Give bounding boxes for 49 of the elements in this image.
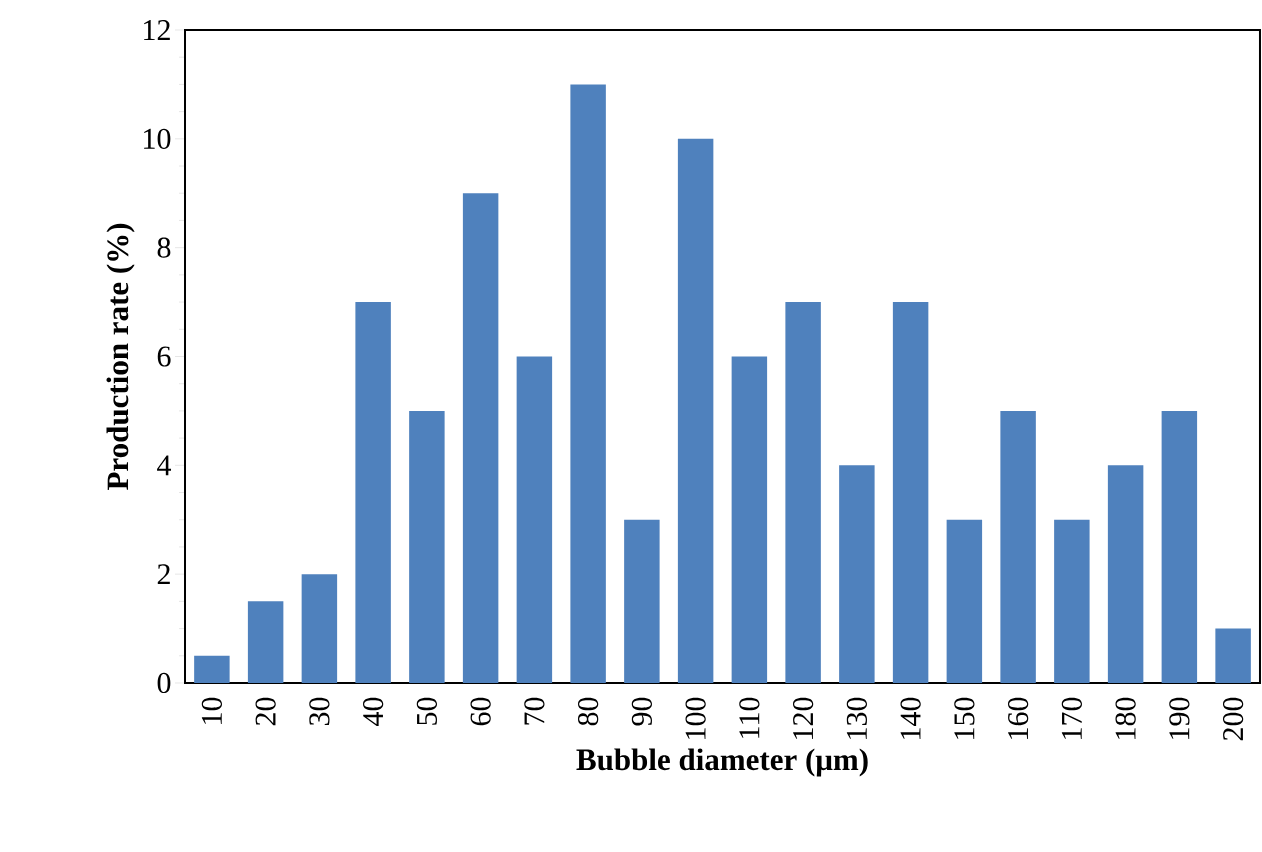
y-tick-label: 8 — [157, 237, 171, 258]
x-tick-label: 120 — [793, 697, 814, 739]
bar — [516, 356, 553, 683]
x-tick-label: 140 — [900, 697, 921, 739]
x-tick-label: 190 — [1169, 697, 1190, 739]
x-tick-label: 30 — [309, 697, 330, 726]
x-tick-label: 90 — [631, 697, 652, 726]
bar — [624, 519, 660, 683]
y-tick-label: 2 — [157, 564, 170, 585]
x-tick-label: 70 — [524, 697, 545, 725]
y-tick-label: 0 — [157, 672, 171, 694]
bar — [409, 410, 445, 683]
y-tick-label: 10 — [144, 128, 171, 149]
x-tick-label: 110 — [739, 697, 760, 738]
y-axis-title: Production rate (%) — [106, 223, 135, 490]
bar — [1215, 628, 1251, 683]
x-tick-label: 80 — [578, 697, 599, 726]
bar — [355, 302, 391, 683]
y-tick-label: 12 — [144, 20, 170, 40]
bar — [731, 356, 768, 683]
x-tick-label: 100 — [685, 697, 706, 739]
bar — [570, 84, 606, 683]
bar — [1107, 465, 1144, 683]
bar — [1161, 410, 1198, 683]
bar — [892, 302, 929, 683]
x-tick-label: 180 — [1115, 697, 1136, 739]
x-tick-label: 170 — [1061, 697, 1082, 739]
bar — [462, 193, 499, 683]
x-axis-title: Bubble diameter (μm) — [576, 748, 868, 777]
x-tick-label: 150 — [954, 697, 975, 739]
bar — [1000, 410, 1036, 683]
bar — [677, 138, 714, 683]
y-tick-label: 6 — [157, 346, 171, 367]
bar — [1054, 519, 1090, 683]
bar — [785, 302, 821, 683]
x-tick-label: 160 — [1007, 697, 1029, 739]
x-tick-label: 20 — [255, 697, 276, 726]
bar — [194, 655, 230, 683]
x-tick-label: 10 — [201, 697, 223, 724]
bar — [839, 465, 875, 683]
y-tick-label: 4 — [157, 455, 172, 476]
x-tick-label: 200 — [1222, 697, 1244, 741]
x-tick-label: 50 — [416, 697, 437, 725]
x-tick-label: 40 — [363, 697, 384, 726]
bar — [247, 601, 284, 683]
bar — [301, 574, 338, 683]
bar — [946, 519, 983, 683]
x-tick-label: 130 — [846, 697, 867, 739]
x-tick-label: 60 — [470, 697, 491, 726]
